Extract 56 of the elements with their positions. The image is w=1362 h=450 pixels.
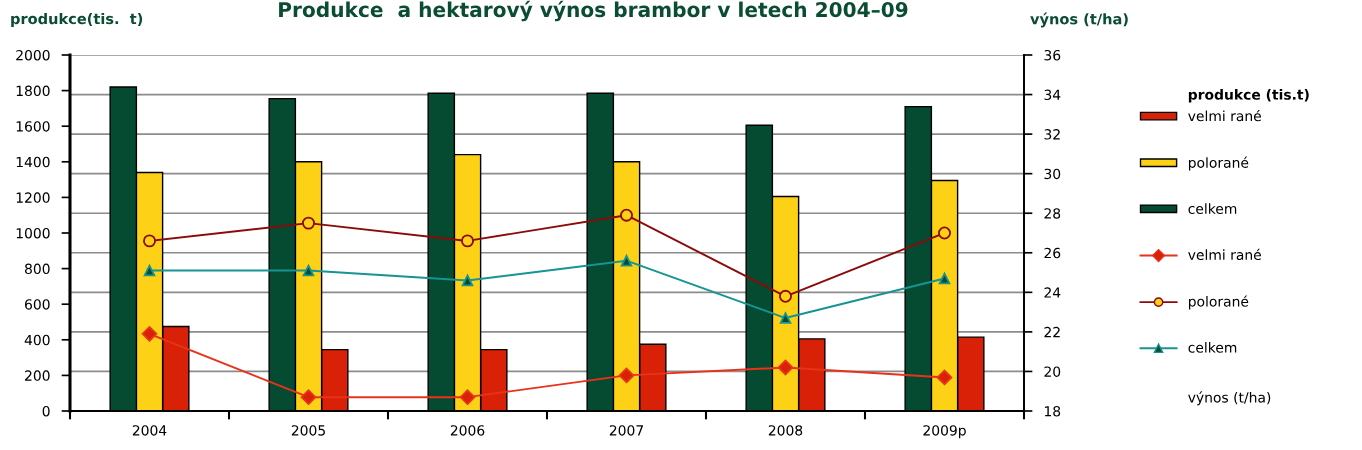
point bbox=[300, 389, 317, 405]
point bbox=[620, 208, 633, 222]
y-tick-label: 1400 bbox=[16, 156, 50, 168]
point bbox=[141, 326, 158, 342]
point bbox=[777, 359, 794, 376]
y2-tick-label: 36 bbox=[1044, 49, 1061, 61]
point bbox=[143, 234, 156, 248]
y2-tick-label: 20 bbox=[1044, 366, 1061, 377]
x-tick-label: 2004 bbox=[132, 425, 167, 436]
legend-label: velmi rané bbox=[1188, 109, 1261, 122]
legend-label: celkem bbox=[1188, 342, 1237, 353]
x-tick-label: 2007 bbox=[609, 425, 643, 436]
y-tick-label: 800 bbox=[24, 263, 50, 275]
point bbox=[618, 367, 635, 384]
point bbox=[302, 216, 315, 230]
y-tick-label: 600 bbox=[25, 299, 50, 310]
y-tick-label: 1600 bbox=[16, 121, 50, 132]
point bbox=[302, 264, 315, 277]
point bbox=[461, 234, 474, 248]
point bbox=[779, 312, 792, 324]
text: výnos (t/ha) bbox=[1188, 391, 1271, 406]
y2-tick-label: 34 bbox=[1044, 89, 1061, 101]
point bbox=[936, 369, 953, 386]
legend-label: celkem bbox=[1188, 203, 1237, 214]
legend-label: polorané bbox=[1188, 295, 1249, 310]
point bbox=[461, 274, 474, 287]
y2-tick-label: 28 bbox=[1044, 208, 1061, 219]
point bbox=[620, 254, 633, 267]
point bbox=[143, 264, 156, 277]
x-tick-label: 2005 bbox=[291, 425, 325, 436]
y-tick-label: 2000 bbox=[16, 49, 50, 61]
y2-axis-title: výnos (t/ha) bbox=[1030, 12, 1128, 28]
y-tick-label: 200 bbox=[25, 370, 50, 381]
point bbox=[779, 289, 792, 303]
y-tick-label: 0 bbox=[42, 405, 50, 417]
y-tick-label: 400 bbox=[24, 334, 50, 346]
legend-label: polorané bbox=[1188, 156, 1249, 171]
point bbox=[938, 272, 951, 285]
point bbox=[938, 226, 951, 240]
y2-tick-label: 18 bbox=[1044, 405, 1061, 417]
x-tick-label: 2009p bbox=[923, 425, 966, 439]
y2-tick-label: 24 bbox=[1044, 287, 1061, 298]
chart-title: Produkce a hektarový výnos brambor v letech 2004–09 bbox=[279, 0, 908, 22]
y-axis-title: produkce(tis. t) bbox=[11, 12, 143, 28]
x-tick-label: 2008 bbox=[768, 425, 803, 436]
point bbox=[459, 389, 476, 405]
x-tick-label: 2006 bbox=[450, 425, 485, 436]
y-tick-label: 1200 bbox=[16, 192, 50, 203]
y-tick-label: 1800 bbox=[16, 85, 50, 97]
legend-label: velmi rané bbox=[1188, 248, 1261, 261]
y-tick-label: 1000 bbox=[16, 227, 50, 239]
y2-tick-label: 32 bbox=[1044, 129, 1060, 140]
y2-tick-label: 22 bbox=[1044, 326, 1060, 338]
y2-tick-label: 26 bbox=[1044, 247, 1061, 259]
y2-tick-label: 30 bbox=[1044, 168, 1061, 180]
legend-title: produkce (tis.t) bbox=[1188, 89, 1309, 103]
